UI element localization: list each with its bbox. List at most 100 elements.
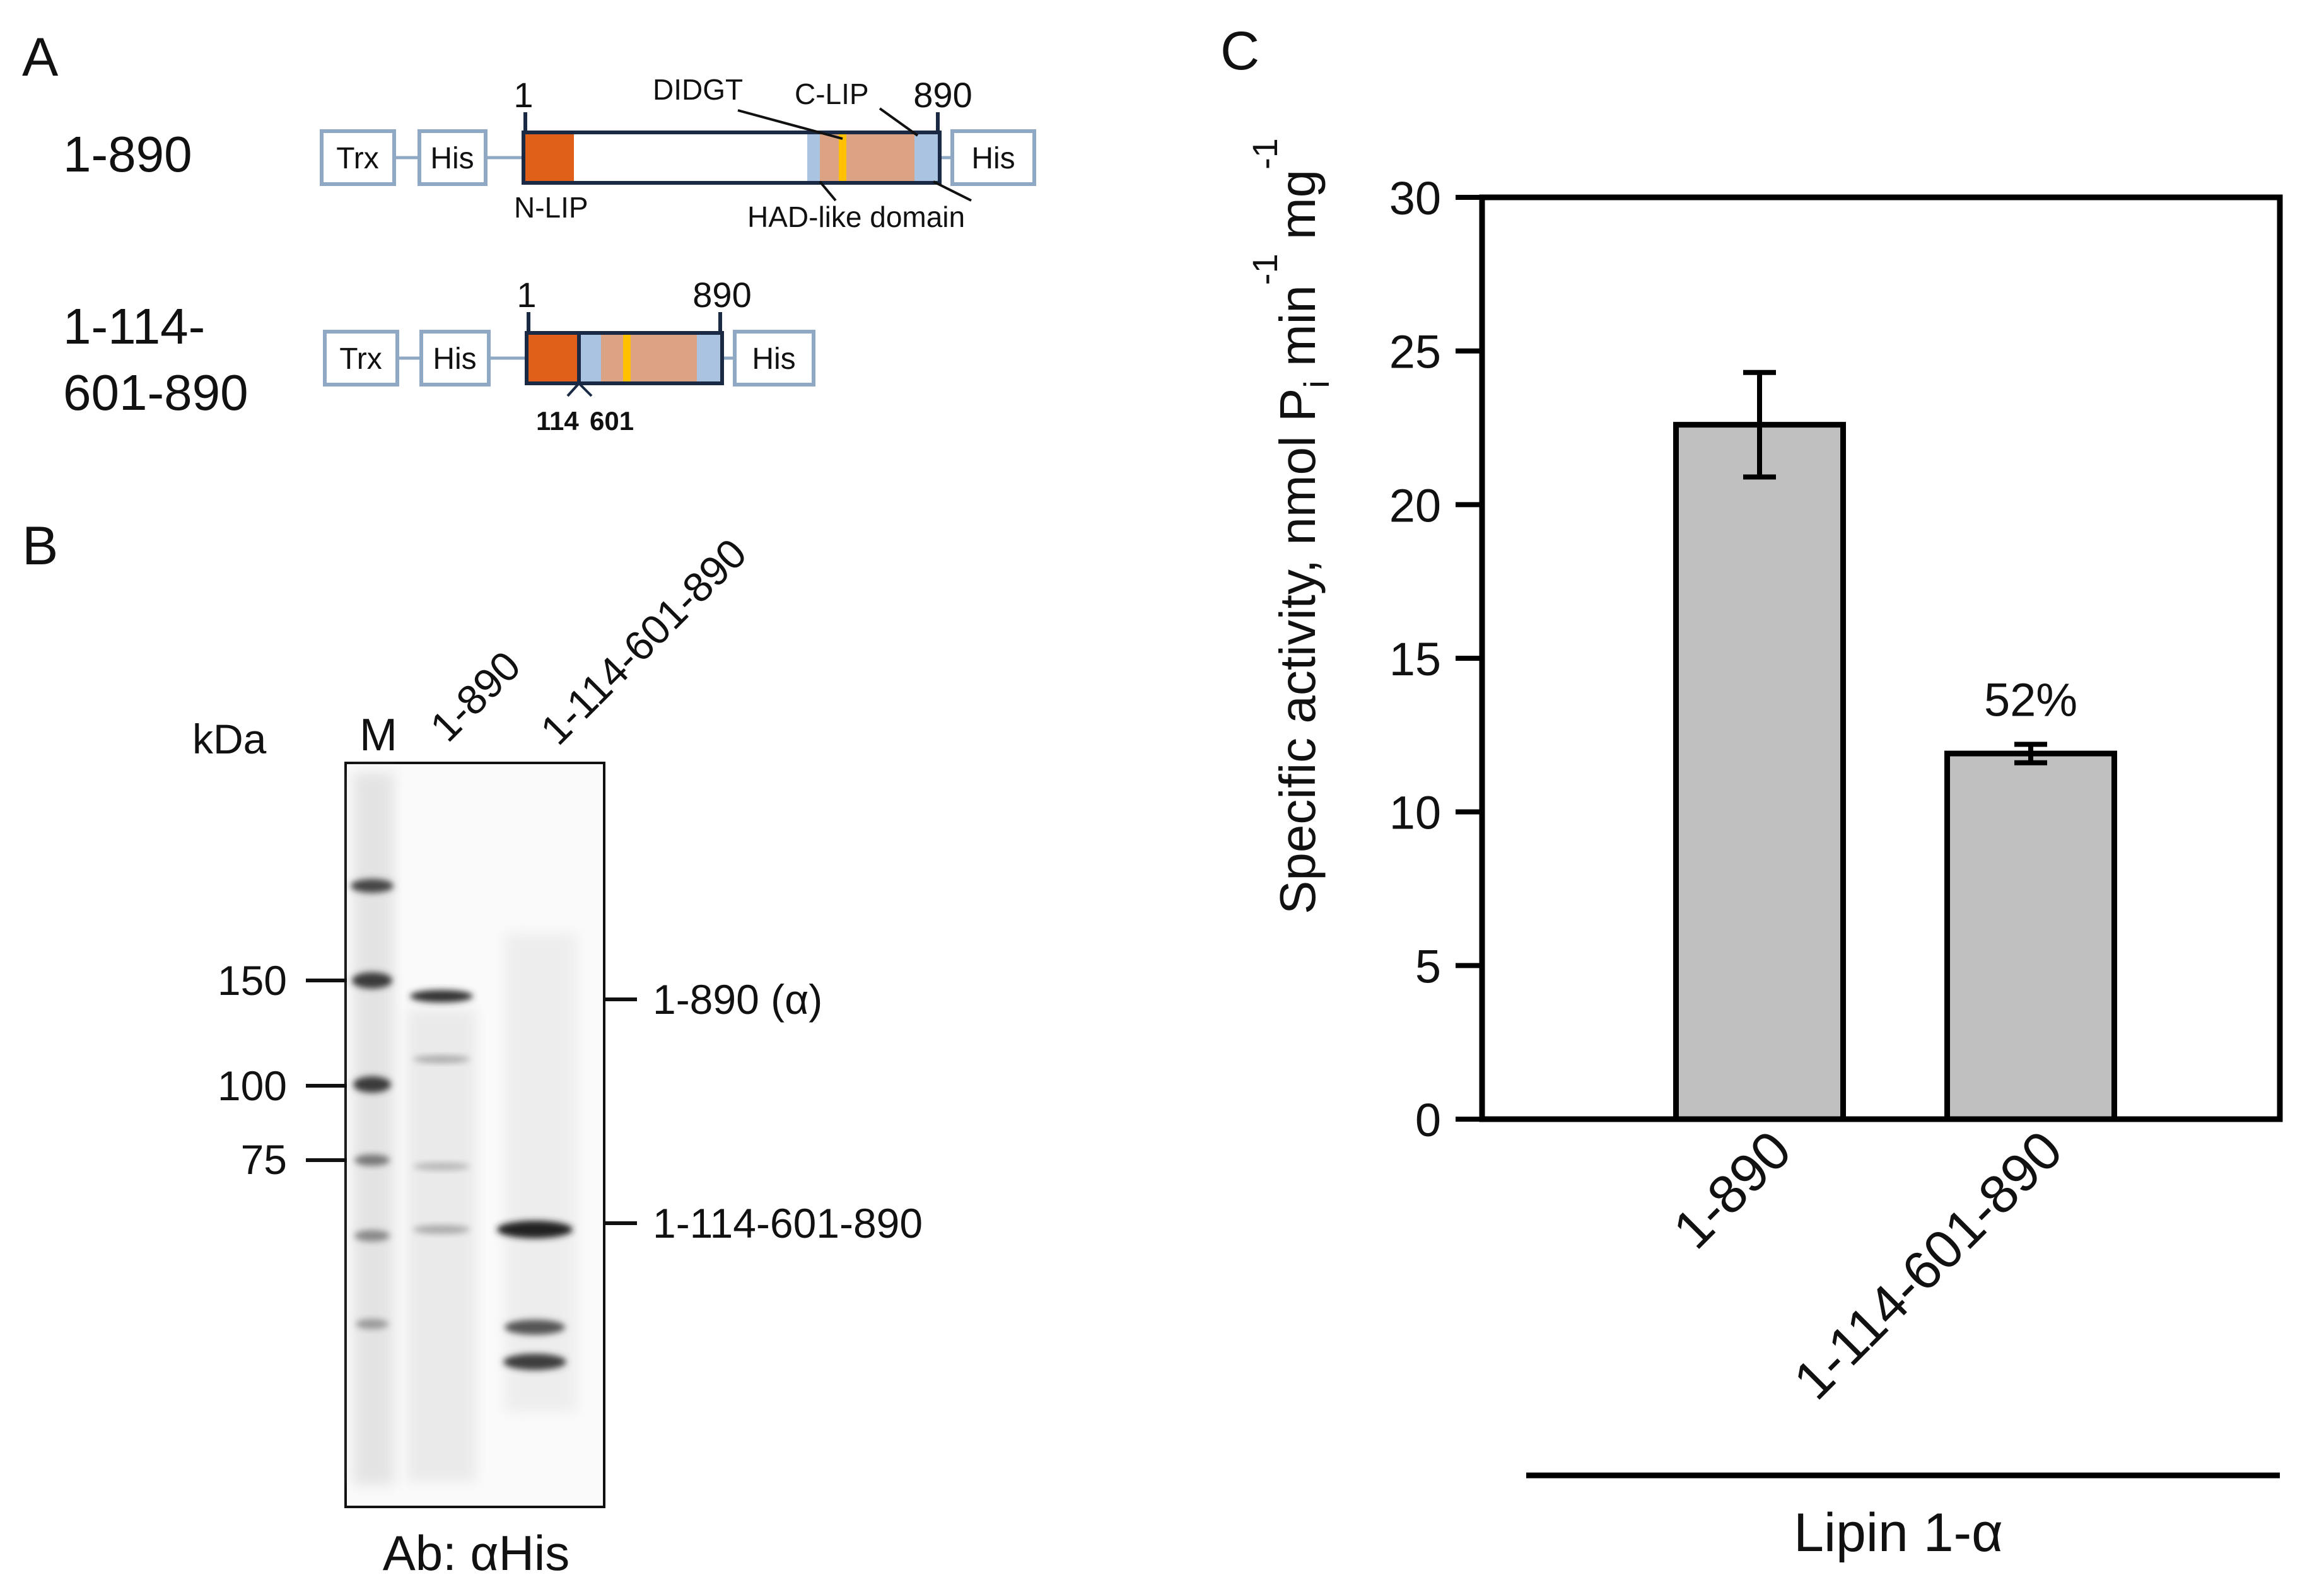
nlip-label: N-LIP bbox=[514, 191, 588, 224]
faint-band bbox=[413, 1225, 470, 1234]
had-pointer-right bbox=[933, 180, 972, 202]
y-axis: 0 5 10 15 20 25 30 bbox=[1389, 172, 1482, 1146]
his-tag-n-label: His bbox=[430, 142, 474, 175]
his-tag-n bbox=[419, 330, 491, 387]
bars bbox=[1673, 422, 2117, 1122]
junction-left-label: 114 bbox=[536, 406, 579, 436]
clip-domain bbox=[820, 134, 914, 181]
trx-tag-label: Trx bbox=[336, 142, 379, 175]
marker-lane-label: M bbox=[359, 710, 397, 760]
degradation-band bbox=[503, 1354, 566, 1370]
had-domain-left bbox=[807, 134, 820, 181]
marker-band bbox=[354, 1230, 390, 1241]
ylabel-mg: mg bbox=[1270, 170, 1326, 240]
his-tag-c bbox=[950, 129, 1036, 186]
band-label-1: 1-890 (α) bbox=[653, 976, 822, 1023]
panel-a-label: A bbox=[22, 27, 59, 88]
trx-tag-label: Trx bbox=[339, 342, 382, 376]
ylabel-min: min bbox=[1270, 285, 1326, 380]
junction-right-label: 601 bbox=[590, 406, 634, 436]
lane1-smear bbox=[407, 1009, 476, 1482]
construct-2-name-line2: 601-890 bbox=[63, 364, 248, 421]
his-tag-c-label: His bbox=[752, 342, 795, 376]
bar-1-114-601-890 bbox=[1944, 750, 2117, 1122]
junction-pointer bbox=[566, 382, 580, 397]
panel-b: B kDa M 1-890 1-114-601-890 bbox=[22, 516, 923, 1581]
pos-end: 890 bbox=[692, 275, 751, 315]
band-1-890 bbox=[410, 990, 473, 1003]
y-tick-label: 30 bbox=[1389, 172, 1441, 224]
had-pointer bbox=[819, 180, 837, 202]
didgt-pointer bbox=[737, 109, 843, 140]
pos-start: 1 bbox=[517, 275, 536, 315]
his-tag-n-label: His bbox=[433, 342, 476, 376]
pos-end: 890 bbox=[913, 75, 972, 115]
kda-label: kDa bbox=[192, 716, 267, 762]
panel-a: A 1-890 Trx His 1 890 DIDGT C-LIP N- bbox=[22, 27, 1036, 436]
had-label: HAD-like domain bbox=[747, 201, 965, 233]
marker-bands bbox=[351, 879, 394, 1329]
band-label-2: 1-114-601-890 bbox=[653, 1200, 923, 1247]
marker-75: 75 bbox=[241, 1136, 287, 1183]
construct-2-name-line1: 1-114- bbox=[63, 298, 205, 354]
ylabel-sup1: -1 bbox=[1245, 253, 1285, 285]
panel-c: C Specific activity, nmol Pi min-1 mg-1 … bbox=[1220, 21, 2283, 1563]
bar-annotation: 52% bbox=[1984, 673, 2077, 726]
marker-band bbox=[356, 1319, 388, 1329]
ylabel-main: Specific activity, nmol P bbox=[1270, 388, 1326, 914]
marker-band bbox=[354, 1154, 390, 1166]
marker-100: 100 bbox=[218, 1062, 287, 1109]
x-tick-label: 1-890 bbox=[1662, 1120, 1802, 1260]
y-axis-title: Specific activity, nmol Pi min-1 mg-1 bbox=[1245, 138, 1336, 914]
faint-band bbox=[413, 1055, 470, 1063]
ylabel-sub: i bbox=[1297, 380, 1336, 388]
ylabel-sup2: -1 bbox=[1245, 138, 1285, 170]
faint-band bbox=[413, 1163, 470, 1170]
antibody-label: Ab: αHis bbox=[383, 1525, 570, 1581]
trx-tag bbox=[323, 330, 399, 387]
band-1-114-601-890 bbox=[497, 1221, 573, 1238]
didgt-motif bbox=[623, 335, 631, 381]
marker-band bbox=[351, 879, 394, 893]
y-tick-label: 15 bbox=[1389, 633, 1441, 685]
his-tag-n bbox=[418, 129, 488, 186]
lane-label-2: 1-114-601-890 bbox=[532, 530, 756, 753]
clip-label: C-LIP bbox=[795, 78, 869, 110]
marker-band bbox=[353, 1076, 391, 1093]
construct-1-114-601-890: 1-114- 601-890 Trx His 1 890 114 601 bbox=[63, 275, 815, 436]
degradation-band bbox=[505, 1320, 565, 1335]
didgt-motif bbox=[839, 134, 846, 181]
construct-1-890: 1-890 Trx His 1 890 DIDGT C-LIP N-LIP HA… bbox=[63, 73, 1036, 233]
had-domain-right bbox=[697, 335, 720, 381]
marker-band bbox=[352, 972, 392, 989]
plot-frame bbox=[1479, 194, 2283, 1122]
pos-start: 1 bbox=[513, 75, 533, 115]
y-tick-label: 0 bbox=[1415, 1094, 1441, 1146]
his-tag-c bbox=[733, 330, 815, 387]
x-tick-label: 1-114-601-890 bbox=[1782, 1120, 2074, 1411]
trx-tag bbox=[320, 129, 396, 186]
bar-annotations: 52% bbox=[1984, 673, 2077, 726]
sample-bands bbox=[410, 990, 573, 1370]
y-tick-label: 10 bbox=[1389, 787, 1441, 839]
his-tag-c-label: His bbox=[971, 142, 1015, 175]
construct-1-name: 1-890 bbox=[63, 126, 192, 182]
marker-150: 150 bbox=[218, 957, 287, 1004]
panel-c-label: C bbox=[1220, 21, 1259, 81]
error-bars bbox=[1743, 369, 2047, 765]
clip-pointer bbox=[879, 107, 919, 137]
nlip-domain bbox=[525, 134, 574, 181]
lane2-smear bbox=[505, 933, 577, 1412]
clip-domain bbox=[601, 335, 697, 381]
panel-b-label: B bbox=[22, 516, 58, 576]
y-tick-label: 25 bbox=[1389, 326, 1441, 378]
junction-pointer bbox=[578, 382, 593, 397]
had-domain-right bbox=[914, 134, 938, 181]
lane-label-1: 1-890 bbox=[421, 642, 530, 750]
nlip-domain bbox=[528, 335, 579, 381]
y-tick-label: 20 bbox=[1389, 479, 1441, 532]
didgt-label: DIDGT bbox=[653, 73, 743, 106]
bar-1-890 bbox=[1673, 422, 1846, 1122]
